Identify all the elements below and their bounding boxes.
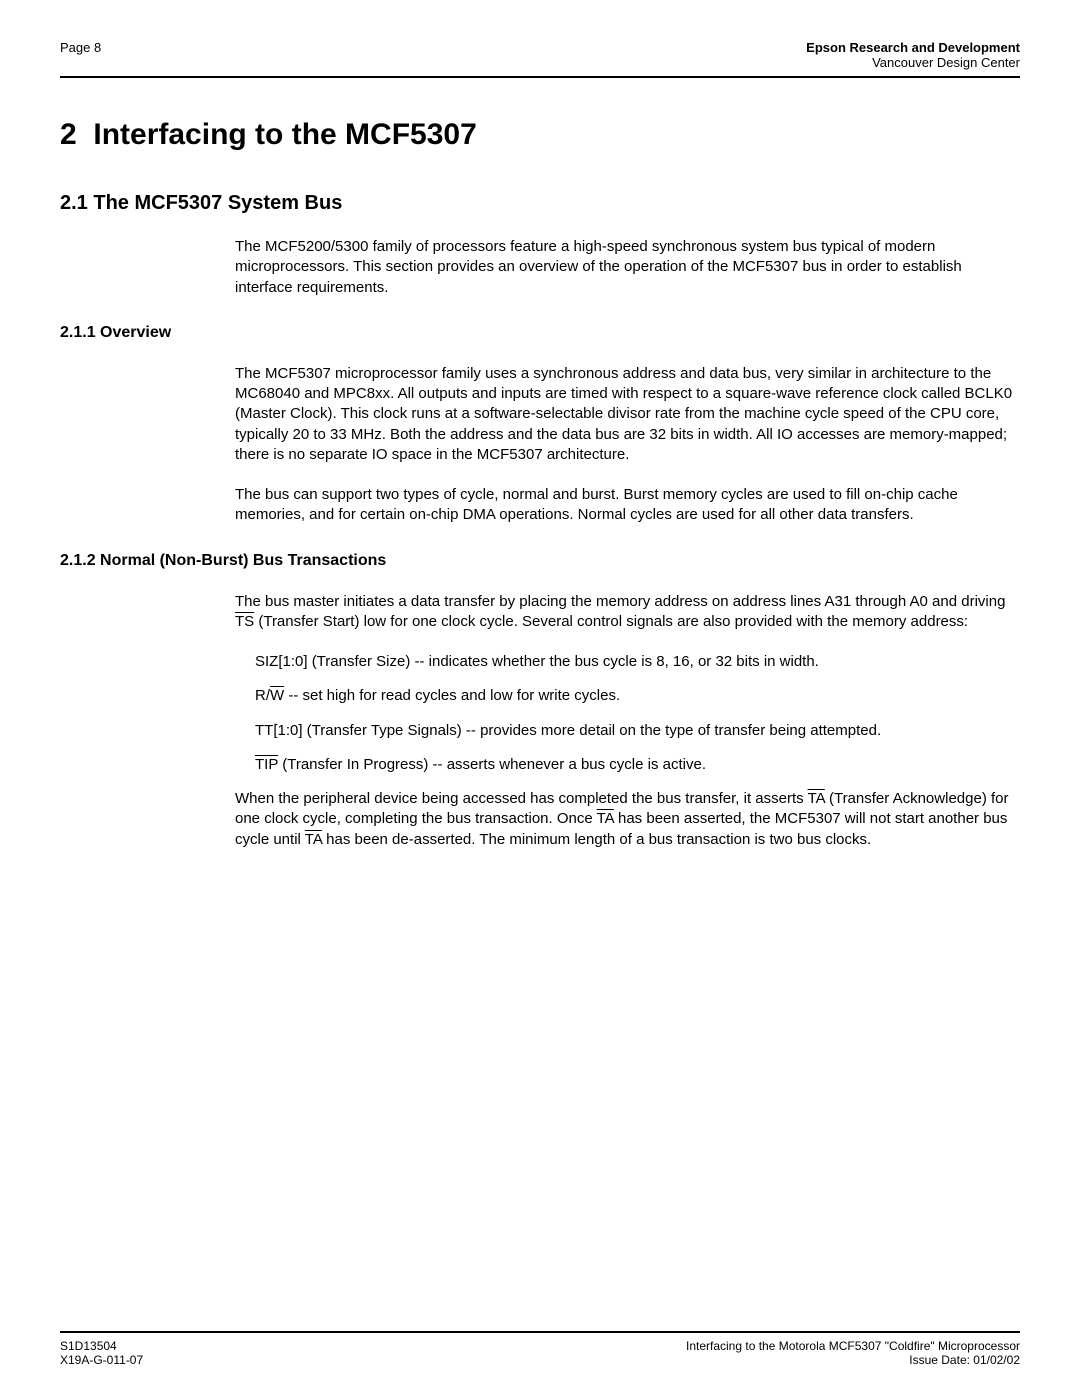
signal-ts: TS [235,613,254,630]
subsection-2-1-heading: 2.1 The MCF5307 System Bus [60,192,1020,215]
subsection-2-1-1-heading: 2.1.1 Overview [60,324,1020,342]
para-2-1-1-p1: The MCF5307 microprocessor family uses a… [235,364,1020,465]
signal-ta1: TA [808,790,825,807]
signal-w: W [270,687,284,704]
p1a: The bus master initiates a data transfer… [235,593,1005,610]
section-title-text: Interfacing to the MCF5307 [93,118,476,151]
signal-tip: TIP [255,756,278,773]
p2d: has been de-asserted. The minimum length… [322,831,871,848]
subsection-2-1-2-heading: 2.1.2 Normal (Non-Burst) Bus Transaction… [60,552,1020,570]
footer-docnum: S1D13504 [60,1339,143,1353]
org-sub: Vancouver Design Center [806,55,1020,70]
bullet-tip: TIP (Transfer In Progress) -- asserts wh… [255,755,1020,775]
footer-right: Interfacing to the Motorola MCF5307 "Col… [686,1339,1020,1367]
section-title: 2 Interfacing to the MCF5307 [60,118,1020,152]
p2c: are used for all other data transfers. [676,506,914,523]
p1b: (Transfer Start) low for one clock cycle… [254,613,968,630]
header-org: Epson Research and Development Vancouver… [806,40,1020,70]
bullet-siz: SIZ[1:0] (Transfer Size) -- indicates wh… [255,652,1020,672]
page-footer: S1D13504 X19A-G-011-07 Interfacing to th… [60,1331,1020,1367]
tip-b: (Transfer In Progress) -- asserts whenev… [278,756,706,773]
page-number: Page 8 [60,40,101,55]
signal-ta3: TA [305,831,322,848]
para-2-1-2-p1: The bus master initiates a data transfer… [235,592,1020,633]
para-2-1-intro: The MCF5200/5300 family of processors fe… [235,237,1020,298]
para-2-1-2-p2: When the peripheral device being accesse… [235,789,1020,850]
org-name: Epson Research and Development [806,40,1020,55]
page-header: Page 8 Epson Research and Development Va… [60,40,1020,78]
footer-left: S1D13504 X19A-G-011-07 [60,1339,143,1367]
bullet-tt: TT[1:0] (Transfer Type Signals) -- provi… [255,721,1020,741]
bullet-rw: R/W -- set high for read cycles and low … [255,686,1020,706]
p2b: Normal cycles [578,506,676,523]
footer-date: Issue Date: 01/02/02 [686,1353,1020,1367]
para-2-1-1-p2: The bus can support two types of cycle, … [235,485,1020,526]
rw-b: -- set high for read cycles and low for … [284,687,620,704]
footer-reference: X19A-G-011-07 [60,1353,143,1367]
signal-ta2: TA [597,810,614,827]
section-number: 2 [60,118,77,151]
rw-a: R/ [255,687,270,704]
footer-title: Interfacing to the Motorola MCF5307 "Col… [686,1339,1020,1353]
p2a: When the peripheral device being accesse… [235,790,808,807]
